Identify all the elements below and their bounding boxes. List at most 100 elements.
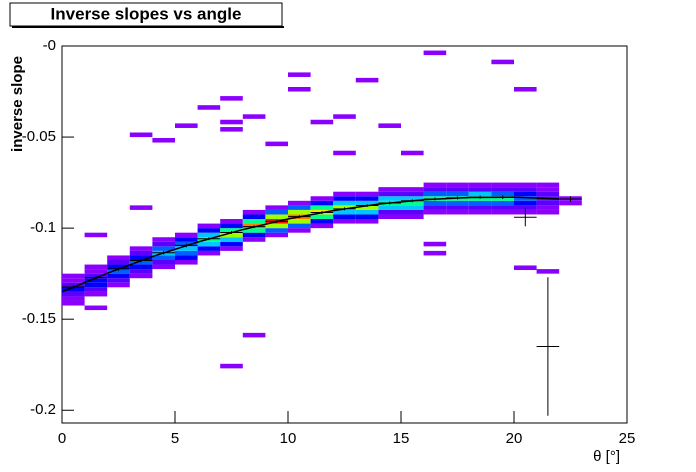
heat-cell	[514, 187, 537, 192]
heat-cell	[242, 228, 266, 233]
heat-cell	[242, 209, 266, 215]
heat-cell	[129, 246, 153, 251]
outlier-cell	[84, 232, 108, 238]
heat-cell	[129, 255, 153, 260]
heat-cell	[220, 228, 243, 233]
outlier-cell	[378, 123, 401, 128]
heat-cell	[423, 209, 447, 215]
heat-cell	[197, 246, 221, 251]
heat-cell	[175, 255, 198, 260]
heat-cell	[355, 219, 379, 224]
outlier-cell	[401, 150, 424, 156]
heat-cell	[536, 200, 560, 206]
heat-cell	[265, 223, 288, 229]
heat-cell	[423, 191, 447, 197]
chart-title: Inverse slopes vs angle	[51, 4, 242, 23]
heat-cell	[310, 214, 334, 220]
x-tick-label: 25	[619, 430, 636, 447]
heat-cell	[288, 219, 311, 224]
heat-cell	[197, 228, 221, 233]
heat-cell	[491, 205, 514, 210]
heat-cell	[333, 209, 356, 215]
heat-cell	[355, 196, 379, 201]
heat-cell	[536, 187, 560, 192]
heat-cell	[446, 182, 469, 188]
outlier-cell	[197, 105, 221, 110]
heat-cell	[514, 205, 537, 210]
heat-cell	[536, 209, 560, 215]
y-tick-label: -0	[43, 37, 56, 54]
outlier-cell	[242, 114, 266, 119]
heat-cell	[62, 282, 85, 288]
heat-cell	[355, 209, 379, 215]
overlay	[61, 45, 628, 423]
heat-cell	[491, 191, 514, 197]
heat-cell	[514, 182, 537, 188]
heat-cell	[197, 232, 221, 238]
heat-cell	[152, 255, 175, 260]
heat-cell	[288, 228, 311, 233]
heat-cell	[491, 200, 514, 206]
heat-cell	[333, 196, 356, 201]
heat-cell	[62, 296, 85, 301]
heat-cell	[288, 205, 311, 210]
heat-cell	[423, 182, 447, 188]
heat-cell	[423, 205, 447, 210]
heat-cell	[197, 223, 221, 229]
heat-cell	[468, 191, 492, 197]
heat-cell	[491, 209, 514, 215]
outlier-cell	[536, 269, 560, 274]
heat-cell	[265, 214, 288, 220]
outlier-cell	[152, 137, 175, 143]
heat-cell	[175, 232, 198, 238]
heat-cell	[446, 209, 469, 215]
heat-cell	[468, 209, 492, 215]
plot-frame	[61, 45, 628, 424]
heat-cell	[536, 191, 560, 197]
outlier-cell	[333, 150, 356, 156]
heat-cell	[355, 200, 379, 206]
heat-cell	[62, 278, 85, 283]
heat-cell	[62, 273, 85, 279]
outlier-cell	[491, 59, 514, 65]
x-tick-label: 10	[280, 430, 297, 447]
heat-cell	[536, 182, 560, 188]
heat-cell	[333, 219, 356, 224]
heat-cell	[84, 269, 108, 274]
heat-cell	[310, 196, 334, 201]
heat-cell	[355, 205, 379, 210]
heat-cell	[62, 287, 85, 292]
heat-cell	[220, 223, 243, 229]
heat-cell	[265, 228, 288, 233]
heat-cell	[310, 205, 334, 210]
outlier-cell	[265, 141, 288, 147]
heat-cell	[242, 214, 266, 220]
outlier-cell	[310, 119, 334, 125]
x-tick-label: 15	[393, 430, 410, 447]
heat-cell	[446, 205, 469, 210]
heat-cell	[84, 282, 108, 288]
heat-cell	[62, 291, 85, 297]
y-tick-label: -0.2	[30, 401, 56, 418]
outlier-cell	[288, 72, 311, 77]
heat-cell	[152, 246, 175, 251]
outlier-cell	[129, 205, 153, 210]
heat-cell	[84, 278, 108, 283]
heat-cell	[152, 237, 175, 242]
outlier-cell	[288, 86, 311, 92]
heat-cell	[401, 191, 424, 197]
heat-cell	[491, 182, 514, 188]
heat-cell	[220, 241, 243, 247]
heat-cell	[333, 200, 356, 206]
outlier-cell	[175, 123, 198, 128]
heat-cell	[378, 209, 401, 215]
heat-cell	[175, 237, 198, 242]
heat-cell	[333, 214, 356, 220]
heat-cell	[107, 282, 130, 288]
x-axis-label: θ [°]	[593, 448, 620, 465]
heat-cell	[514, 196, 537, 201]
x-tick-label: 20	[506, 430, 523, 447]
heat-cell	[446, 187, 469, 192]
heat-cell	[559, 200, 582, 206]
heat-cell	[446, 191, 469, 197]
